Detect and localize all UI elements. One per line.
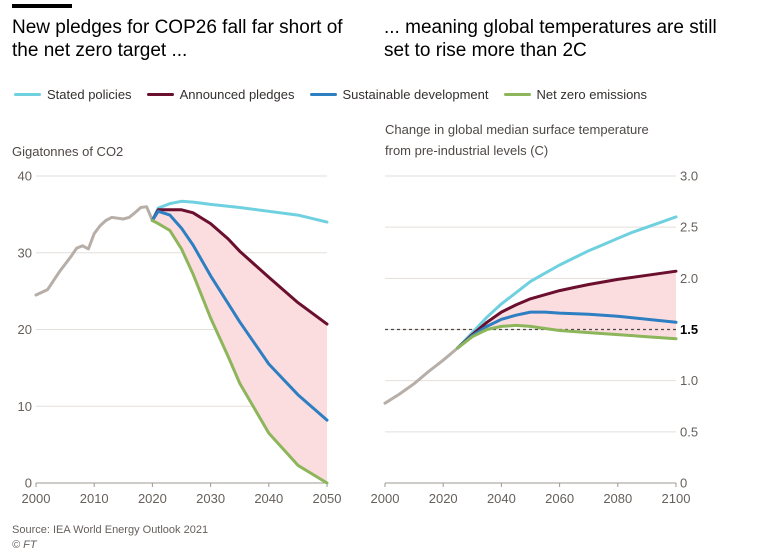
temperature-line-sustainable-development [456,310,678,350]
temperature-x-tick-label: 2080 [603,491,632,506]
legend-swatch-stated-policies [14,93,41,96]
emissions-line-net-zero-emissions [150,219,329,485]
emissions-x-tick-label: 2040 [254,491,283,506]
temperature-x-tick-label: 2060 [545,491,574,506]
temperature-y-tick-label: 2.0 [680,271,698,286]
legend-item-stated-policies: Stated policies [14,87,132,102]
temperature-line-stated-policies [456,215,678,350]
emissions-x-tick-label: 2050 [313,491,342,506]
source-note: Source: IEA World Energy Outlook 2021 [12,524,209,536]
temperature-y-tick-label: 1.5 [680,322,698,337]
emissions-y-tick-label: 10 [18,399,32,414]
temperature-x-tick-label: 2040 [487,491,516,506]
temperature-line-historical [383,346,460,405]
temperature-line-net-zero-emissions [456,323,678,350]
legend-swatch-sustainable-development [309,93,337,96]
emissions-y-tick-label: 30 [18,245,32,260]
temperature-y-tick-label: 0.5 [680,424,698,439]
legend-label-sustainable-development: Sustainable development [342,87,489,102]
emissions-x-tick-label: 2010 [80,491,109,506]
emissions-line-announced-pledges [150,208,329,326]
emissions-line-stated-policies [150,199,329,224]
temperature-gap-shading [457,271,676,348]
temperature-x-tick-label: 2020 [429,491,458,506]
temperature-y-tick-label: 2.5 [680,220,698,235]
emissions-x-tick-label: 2030 [196,491,225,506]
temperature-chart: Change in global median surface temperat… [371,122,699,506]
legend-label-stated-policies: Stated policies [47,87,132,102]
temperature-y-tick-label: 0 [680,476,687,491]
ft-credit: © FT [12,539,37,551]
temperature-title-line-1: Change in global median surface temperat… [385,122,649,137]
emissions-y-tick-label: 0 [25,476,32,491]
temperature-x-tick-label: 2100 [662,491,691,506]
temperature-x-tick-label: 2000 [371,491,400,506]
emissions-line-historical [34,205,154,297]
ft-top-bar [12,4,72,8]
legend: Stated policies Announced pledges Sustai… [14,87,662,102]
emissions-x-tick-label: 2020 [138,491,167,506]
legend-label-net-zero-emissions: Net zero emissions [536,87,648,102]
emissions-y-tick-label: 40 [18,169,32,184]
emissions-y-tick-label: 20 [18,322,32,337]
temperature-line-announced-pledges [456,269,678,350]
emissions-x-tick-label: 2000 [22,491,51,506]
left-chart-headline: New pledges for COP26 fall far short of … [12,17,343,61]
right-chart-headline: ... meaning global temperatures are stil… [384,17,717,61]
temperature-y-tick-label: 1.0 [680,373,698,388]
temperature-title-line-2: from pre-industrial levels (C) [385,143,548,158]
temperature-y-tick-label: 3.0 [680,169,698,184]
legend-item-announced-pledges: Announced pledges [146,87,295,102]
emissions-line-sustainable-development [150,209,329,422]
legend-label-announced-pledges: Announced pledges [179,87,295,102]
legend-item-sustainable-development: Sustainable development [309,87,489,102]
emissions-y-axis-label: Gigatonnes of CO2 [12,144,123,159]
legend-swatch-net-zero-emissions [503,93,531,96]
legend-swatch-announced-pledges [146,93,174,96]
legend-item-net-zero-emissions: Net zero emissions [503,87,648,102]
